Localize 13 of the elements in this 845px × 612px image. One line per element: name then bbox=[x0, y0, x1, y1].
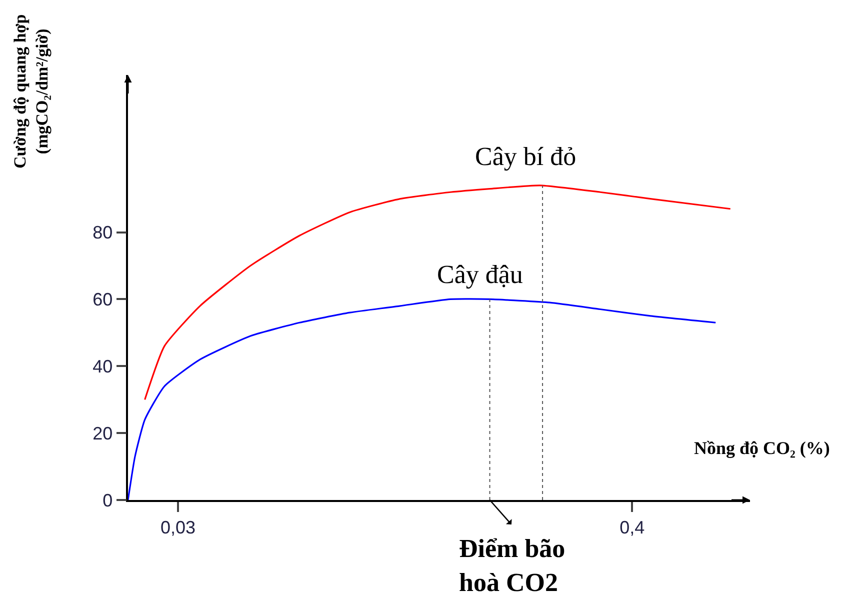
x-axis-title: Nồng độ CO₂ (%) bbox=[694, 438, 830, 458]
x-tick-label: 0,4 bbox=[620, 517, 645, 538]
y-tick-label: 60 bbox=[92, 290, 113, 310]
y-tick-label: 80 bbox=[92, 222, 113, 243]
y-tick-label: 0 bbox=[102, 490, 113, 510]
y-axis-title: Cường độ quang hợp (mgCO₂/dm²/giờ) bbox=[10, 14, 52, 168]
annotation: Điểm bão hoà CO2 bbox=[459, 534, 566, 597]
y-tick-label: 40 bbox=[92, 356, 113, 376]
y-tick-label: 20 bbox=[92, 423, 113, 444]
line-series bbox=[144, 184, 732, 400]
series-label: Cây bí đỏ bbox=[475, 142, 576, 171]
x-tick-label: 0,03 bbox=[160, 517, 196, 538]
series-label: Cây đậu bbox=[437, 260, 523, 289]
